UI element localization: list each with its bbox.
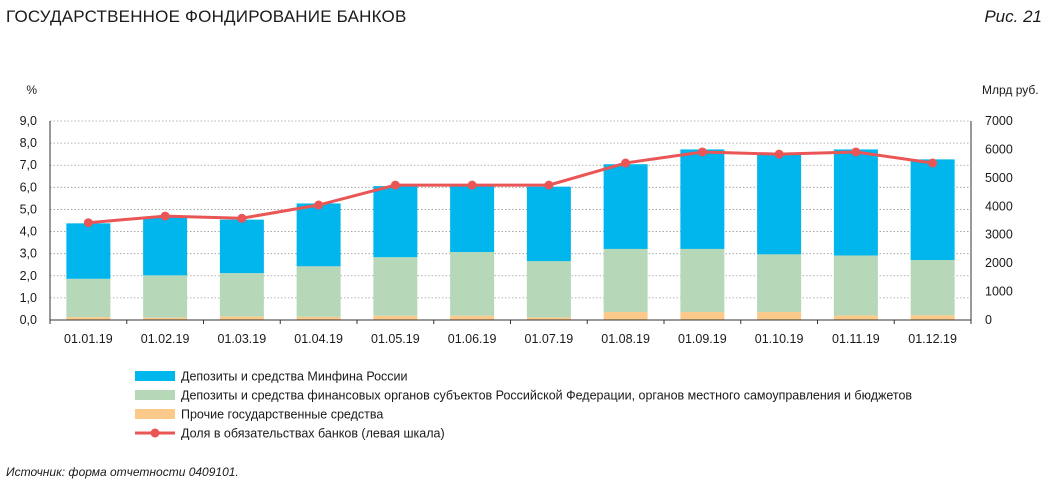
legend-label: Депозиты и средства Минфина России — [181, 370, 408, 384]
right-tick-label: 0 — [985, 313, 992, 327]
line-point — [697, 147, 707, 157]
right-tick-label: 3000 — [985, 228, 1013, 242]
x-tick-label: 01.10.19 — [755, 332, 804, 346]
legend-label: Доля в обязательствах банков (левая шкал… — [181, 427, 445, 441]
bar-segment — [373, 315, 418, 320]
right-tick-label: 2000 — [985, 256, 1013, 270]
source-note: Источник: форма отчетности 0409101. — [6, 465, 239, 479]
x-tick-label: 01.05.19 — [371, 332, 420, 346]
bar-segment — [526, 186, 571, 262]
left-tick-label: 3,0 — [20, 247, 37, 261]
x-tick-label: 01.07.19 — [525, 332, 574, 346]
right-tick-label: 1000 — [985, 285, 1013, 299]
line-point — [621, 158, 631, 168]
legend-label: Прочие государственные средства — [181, 408, 383, 422]
left-tick-label: 6,0 — [20, 180, 37, 194]
left-tick-label: 0,0 — [20, 313, 37, 327]
bar-segment — [910, 159, 955, 261]
x-tick-label: 01.06.19 — [448, 332, 497, 346]
bar-segment — [143, 275, 188, 318]
legend-swatch — [135, 371, 175, 381]
figure-label: Рис. 21 — [984, 7, 1042, 26]
chart-title: ГОСУДАРСТВЕННОЕ ФОНДИРОВАНИЕ БАНКОВ — [6, 7, 407, 26]
x-tick-label: 01.09.19 — [678, 332, 727, 346]
line-point — [314, 200, 324, 210]
line-point — [467, 180, 477, 190]
bar-segment — [450, 184, 495, 253]
x-tick-label: 01.04.19 — [294, 332, 343, 346]
line-point — [390, 180, 400, 190]
line-point — [83, 218, 93, 228]
left-axis-label: % — [26, 83, 37, 97]
right-tick-label: 4000 — [985, 199, 1013, 213]
right-axis-label: Млрд руб. — [982, 83, 1039, 97]
bar-segment — [680, 312, 725, 320]
legend-swatch — [135, 409, 175, 419]
x-tick-label: 01.03.19 — [218, 332, 267, 346]
bar-segment — [910, 315, 955, 320]
line-point — [774, 149, 784, 159]
line-point — [544, 180, 554, 190]
bar-segment — [373, 257, 418, 316]
legend-swatch — [135, 390, 175, 400]
bar-segment — [219, 273, 264, 317]
bar-segment — [526, 317, 571, 320]
left-tick-label: 5,0 — [20, 202, 37, 216]
bar-segment — [66, 278, 111, 318]
left-tick-label: 9,0 — [20, 114, 37, 128]
bar-segment — [450, 315, 495, 320]
x-tick-label: 01.01.19 — [64, 332, 113, 346]
grid-lines — [50, 120, 971, 299]
bar-segment — [757, 254, 802, 313]
legend: Депозиты и средства Минфина России Депози… — [135, 370, 912, 441]
bar-segment — [603, 248, 648, 313]
bar-segment — [219, 316, 264, 320]
bar-segment — [526, 261, 571, 318]
x-tick-label: 01.11.19 — [832, 332, 880, 346]
bar-segment — [757, 153, 802, 255]
line-point — [851, 147, 861, 157]
bar-segment — [219, 219, 264, 274]
axes: 0,0 1,0 2,0 3,0 4,0 5,0 6,0 7,0 8,0 9,0 0 1000 2000 3… — [20, 83, 1039, 346]
legend-swatch-dot — [150, 428, 160, 438]
bar-segment — [603, 164, 648, 249]
x-tick-label: 01.08.19 — [601, 332, 650, 346]
bar-segment — [833, 255, 878, 316]
bar-segment — [66, 317, 111, 320]
bar-segment — [296, 266, 341, 317]
bars — [66, 149, 955, 320]
x-tick-label: 01.02.19 — [141, 332, 190, 346]
right-tick-label: 7000 — [985, 114, 1013, 128]
legend-label: Депозиты и средства финансовых органов с… — [181, 389, 912, 403]
bar-segment — [833, 149, 878, 256]
line-point — [928, 158, 938, 168]
bar-segment — [603, 312, 648, 320]
line-point — [237, 213, 247, 223]
share-line — [83, 147, 938, 228]
bar-segment — [66, 223, 111, 279]
bar-segment — [296, 203, 341, 267]
left-tick-label: 1,0 — [20, 291, 37, 305]
right-tick-label: 5000 — [985, 171, 1013, 185]
bar-segment — [373, 186, 418, 258]
right-tick-label: 6000 — [985, 142, 1013, 156]
bar-segment — [680, 149, 725, 249]
line-point — [160, 211, 170, 221]
left-tick-label: 7,0 — [20, 158, 37, 172]
left-tick-label: 8,0 — [20, 136, 37, 150]
bar-segment — [680, 248, 725, 313]
bar-segment — [833, 315, 878, 320]
bar-segment — [757, 312, 802, 320]
bar-segment — [910, 260, 955, 316]
chart: 0,0 1,0 2,0 3,0 4,0 5,0 6,0 7,0 8,0 9,0 0 1000 2000 3… — [20, 83, 1039, 441]
left-tick-label: 2,0 — [20, 269, 37, 283]
bar-segment — [450, 252, 495, 316]
left-tick-label: 4,0 — [20, 225, 37, 239]
bar-segment — [143, 217, 188, 276]
x-tick-label: 01.12.19 — [908, 332, 957, 346]
bar-segment — [143, 317, 188, 320]
bar-segment — [296, 316, 341, 320]
line-series — [88, 150, 933, 225]
